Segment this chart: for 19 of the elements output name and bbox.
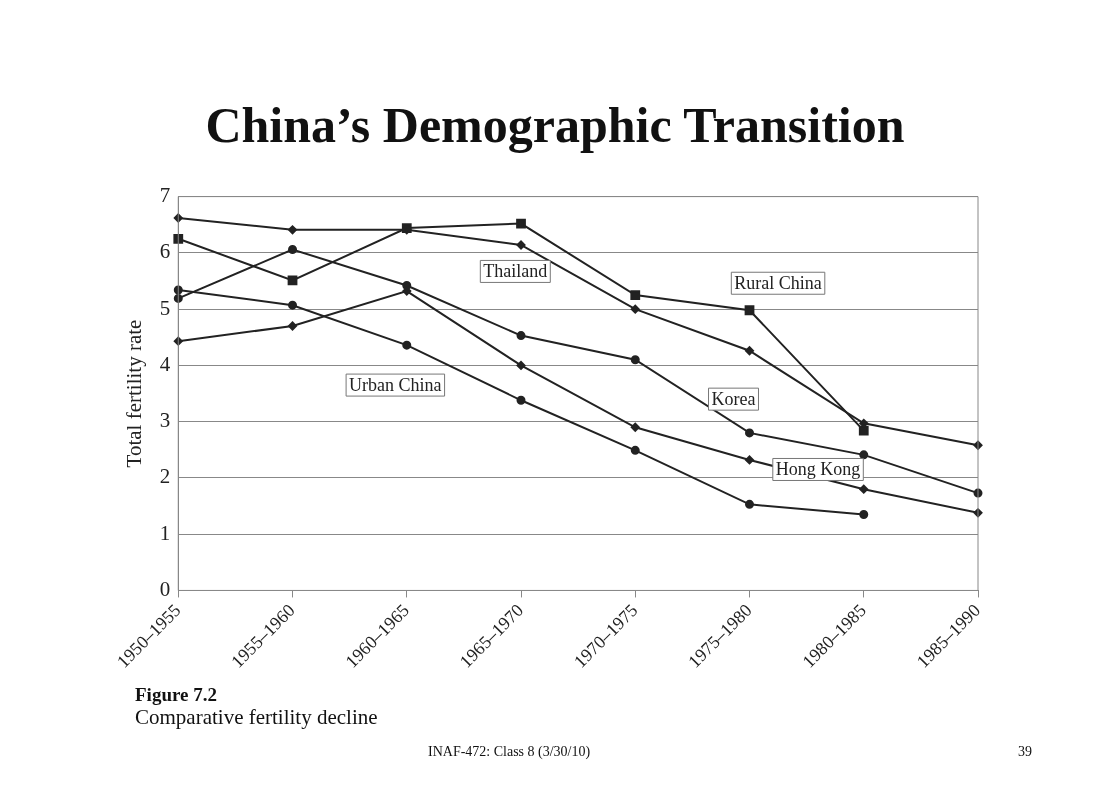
- series-label: Hong Kong: [775, 459, 861, 480]
- series-label: Korea: [711, 388, 756, 409]
- series-label: Urban China: [349, 374, 442, 395]
- y-tick-label: 3: [159, 408, 171, 433]
- chart-title: China’s Demographic Transition: [204, 96, 906, 154]
- y-tick-label: 2: [159, 464, 171, 489]
- y-tick-label: 0: [159, 576, 171, 601]
- y-tick-label: 6: [159, 239, 171, 264]
- y-tick-label: 7: [159, 183, 171, 208]
- text: INAF-472: Class 8 (3/30/10): [428, 744, 591, 760]
- y-tick-label: 5: [159, 295, 171, 320]
- text: 39: [1018, 744, 1032, 760]
- text: Comparative fertility decline: [135, 705, 378, 730]
- y-tick-label: 4: [159, 351, 171, 376]
- series-label: Thailand: [483, 261, 548, 282]
- caption: Figure 7.2: [135, 684, 217, 706]
- series-label: Rural China: [734, 272, 822, 293]
- y-axis-title: Total fertility rate: [121, 319, 146, 468]
- y-tick-label: 1: [159, 520, 171, 545]
